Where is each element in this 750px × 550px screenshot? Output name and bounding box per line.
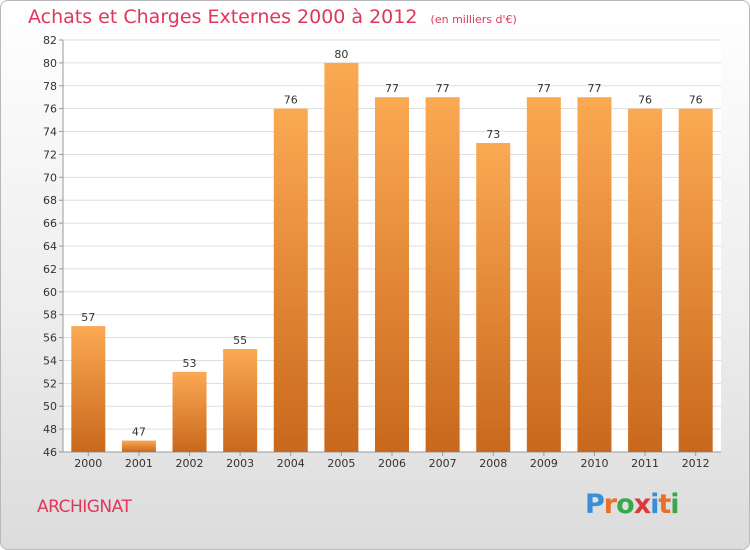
bar-value-label: 76 [689, 94, 703, 107]
y-tick-label: 66 [43, 217, 57, 230]
y-tick-label: 68 [43, 194, 57, 207]
y-tick-label: 62 [43, 263, 57, 276]
bar [425, 97, 460, 452]
x-tick-label: 2005 [327, 457, 355, 470]
x-tick-label: 2008 [479, 457, 507, 470]
x-tick-label: 2009 [530, 457, 558, 470]
bar-value-label: 73 [486, 128, 500, 141]
bar-value-label: 57 [81, 311, 95, 324]
bars [71, 62, 713, 453]
x-tick-label: 2006 [378, 457, 406, 470]
bar [324, 62, 359, 453]
bar-value-label: 55 [233, 334, 247, 347]
bar [577, 97, 612, 452]
logo-letter: P [585, 489, 605, 520]
x-tick-label: 2007 [429, 457, 457, 470]
bar [273, 108, 308, 453]
y-tick-label: 50 [43, 400, 57, 413]
commune-name: ARCHIGNAT [37, 497, 132, 517]
y-tick-label: 56 [43, 332, 57, 345]
y-tick-label: 58 [43, 309, 57, 322]
logo-letter: t [658, 489, 671, 520]
bar-value-label: 76 [284, 94, 298, 107]
bar [526, 97, 561, 452]
bar [375, 97, 409, 452]
chart-title: Achats et Charges Externes 2000 à 2012 [28, 6, 418, 28]
x-tick-label: 2012 [682, 457, 710, 470]
bar [172, 371, 207, 452]
bar-value-label: 77 [436, 82, 450, 95]
proxiti-logo: Proxiti [585, 489, 680, 520]
bar-value-label: 47 [132, 426, 146, 439]
title-row: Achats et Charges Externes 2000 à 2012 (… [28, 6, 517, 28]
bar [476, 143, 511, 452]
bar-value-label: 76 [638, 94, 652, 107]
y-tick-label: 48 [43, 423, 57, 436]
x-tick-label: 2003 [226, 457, 254, 470]
bar [223, 349, 258, 452]
chart-subtitle: (en milliers d'€) [430, 13, 517, 26]
logo-letter: x [633, 489, 651, 520]
data-labels: 57 47 53 55 76 80 77 77 73 77 77 76 76 [81, 48, 702, 439]
logo-letter: r [603, 489, 617, 520]
bar [628, 108, 663, 453]
bar-value-label: 77 [385, 82, 399, 95]
y-tick-label: 72 [43, 148, 57, 161]
y-tick-label: 80 [43, 57, 57, 70]
x-tick-label: 2011 [631, 457, 659, 470]
bar [678, 108, 713, 453]
x-tick-label: 2010 [580, 457, 608, 470]
logo-letter: o [616, 489, 635, 520]
bar [121, 440, 156, 452]
y-tick-label: 82 [43, 34, 57, 47]
y-tick-label: 78 [43, 80, 57, 93]
x-tick-label: 2001 [125, 457, 153, 470]
y-tick-label: 70 [43, 171, 57, 184]
logo-letter: i [670, 489, 679, 520]
x-tick-label: 2000 [74, 457, 102, 470]
x-tick-label: 2004 [277, 457, 305, 470]
y-tick-label: 54 [43, 354, 57, 367]
y-tick-label: 46 [43, 446, 57, 459]
x-tick-label: 2002 [176, 457, 204, 470]
bar-value-label: 80 [334, 48, 348, 61]
logo-letter: i [650, 489, 659, 520]
y-tick-label: 60 [43, 286, 57, 299]
bar-value-label: 77 [537, 82, 551, 95]
y-tick-label: 52 [43, 377, 57, 390]
bar [71, 326, 106, 452]
y-tick-label: 74 [43, 126, 57, 139]
bar-value-label: 77 [587, 82, 601, 95]
y-tick-label: 76 [43, 103, 57, 116]
y-tick-label: 64 [43, 240, 57, 253]
bar-value-label: 53 [183, 357, 197, 370]
